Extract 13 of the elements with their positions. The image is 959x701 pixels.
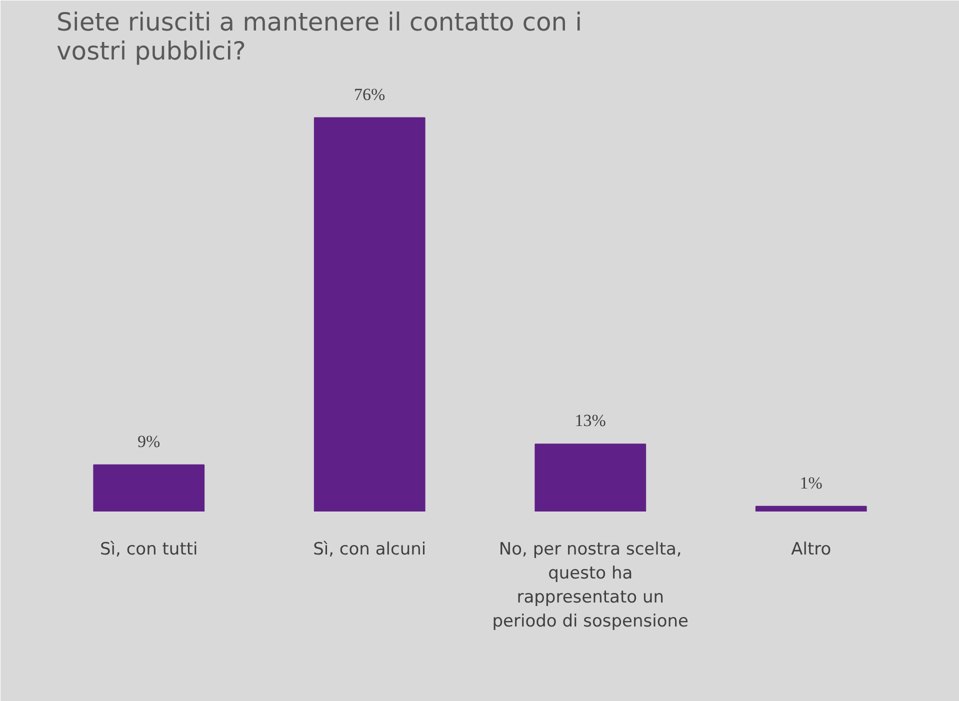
x-tick-label: No, per nostra scelta, questo ha rappresentato un periodo di sospensione [492,540,688,632]
bar [93,464,205,512]
x-tick-label: Sì, con tutti [100,540,198,560]
chart-title: Siete riusciti a mantenere il contatto con i vostri pubblici? [56,8,582,66]
data-label: 1% [800,473,822,492]
x-tick-label: Altro [791,540,832,560]
bar [314,117,426,512]
bar [755,506,867,512]
data-label: 13% [574,411,606,430]
data-label: 76% [354,84,386,104]
x-tick-label: Sì, con alcuni [313,540,426,560]
bar [534,444,646,512]
data-label: 9% [138,432,160,451]
